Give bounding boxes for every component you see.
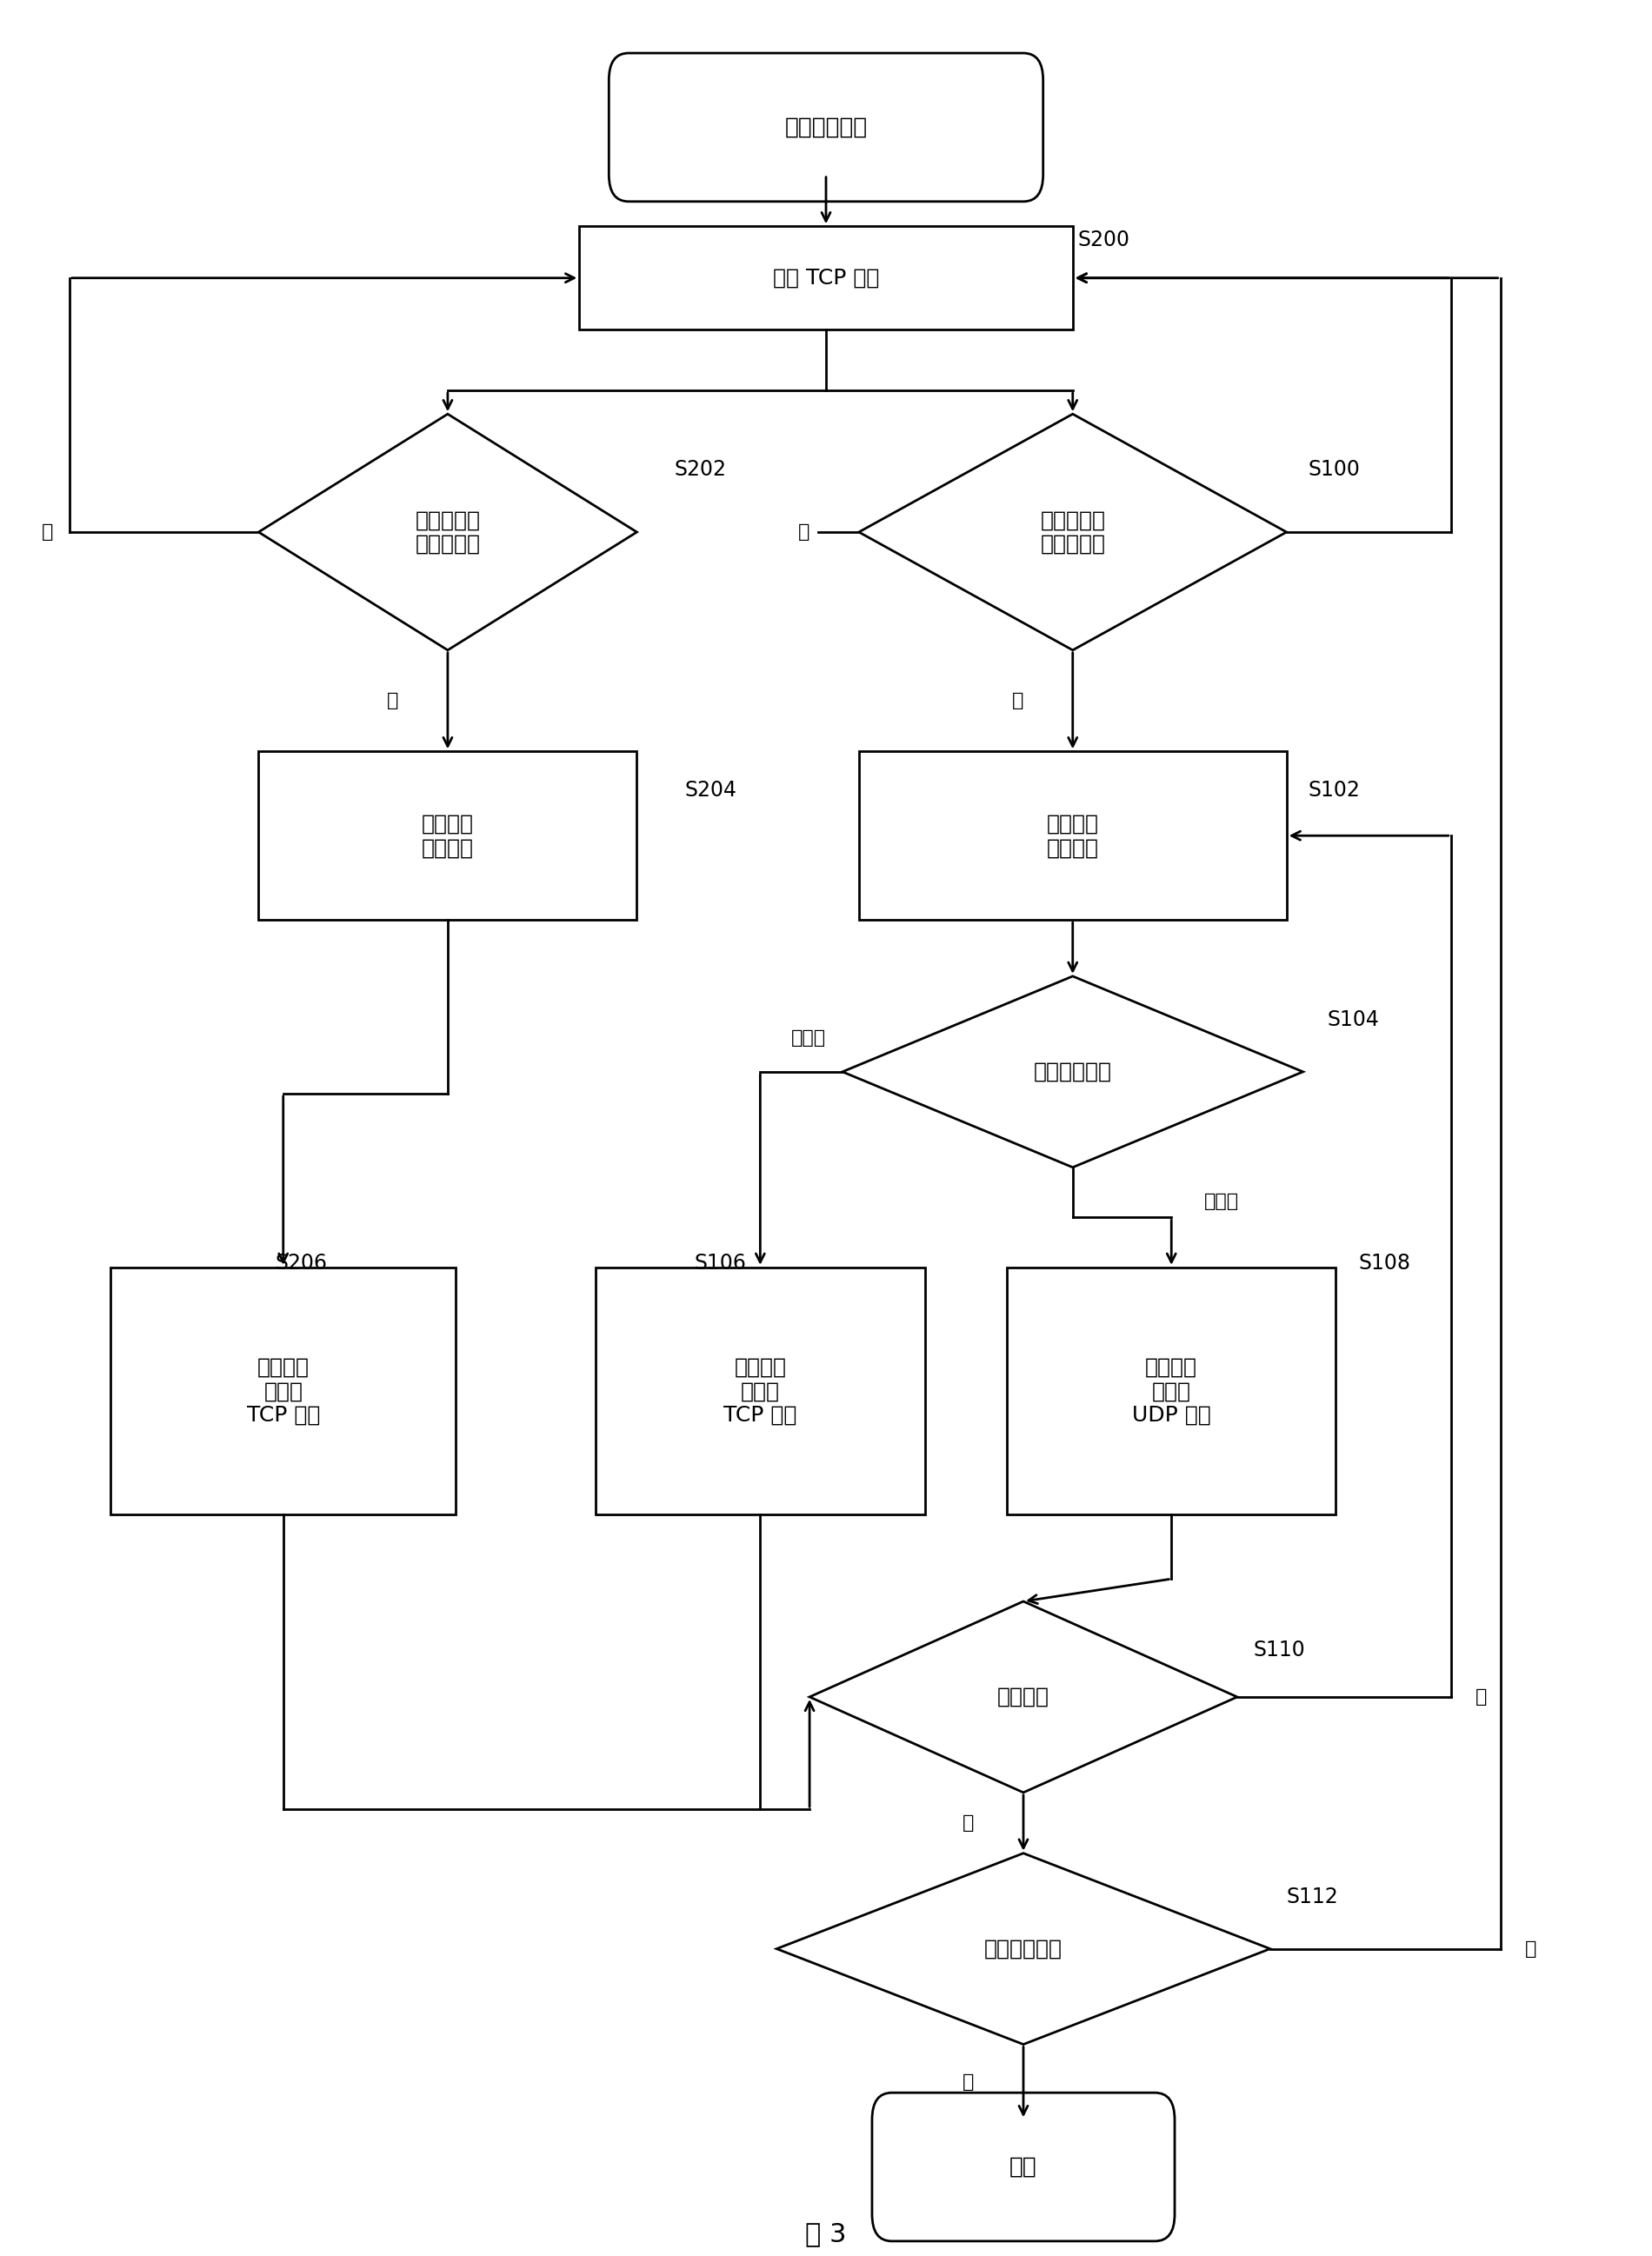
Text: 监控处理结束: 监控处理结束	[985, 1938, 1062, 1958]
FancyBboxPatch shape	[872, 2094, 1175, 2240]
Text: 传送结束: 传送结束	[998, 1687, 1049, 1708]
Text: S204: S204	[684, 781, 737, 801]
Text: S206: S206	[274, 1252, 327, 1272]
Polygon shape	[259, 415, 638, 650]
Text: 有: 有	[387, 693, 398, 708]
Text: 静态图像
数据的
TCP 传送: 静态图像 数据的 TCP 传送	[246, 1356, 320, 1426]
Text: 是: 是	[963, 2073, 975, 2091]
FancyBboxPatch shape	[610, 54, 1042, 201]
Text: 开始监控处理: 开始监控处理	[785, 115, 867, 138]
Text: 结束: 结束	[1009, 2157, 1037, 2179]
Text: 无: 无	[41, 523, 53, 541]
Text: 建立 TCP 连接: 建立 TCP 连接	[773, 268, 879, 289]
Text: S100: S100	[1308, 458, 1360, 481]
Bar	[580, 226, 1072, 329]
Text: S106: S106	[694, 1252, 747, 1272]
Bar	[111, 1268, 456, 1514]
Text: S200: S200	[1077, 230, 1130, 250]
Text: 变化检测信号: 变化检测信号	[1034, 1060, 1112, 1083]
Text: 是: 是	[963, 1814, 975, 1832]
Text: 否: 否	[1475, 1687, 1487, 1706]
Text: 图 3: 图 3	[806, 2222, 846, 2247]
Text: 无: 无	[798, 523, 809, 541]
Text: 有发送静态
图像的指令: 有发送静态 图像的指令	[415, 510, 481, 555]
Text: S102: S102	[1308, 781, 1360, 801]
Bar	[1008, 1268, 1336, 1514]
Text: 无变化: 无变化	[1204, 1193, 1239, 1209]
Text: S108: S108	[1360, 1252, 1411, 1272]
Polygon shape	[809, 1602, 1237, 1794]
Polygon shape	[843, 977, 1303, 1166]
Polygon shape	[859, 415, 1287, 650]
Bar	[859, 751, 1287, 920]
Text: S202: S202	[674, 458, 727, 481]
Text: S104: S104	[1328, 1011, 1379, 1031]
Text: 生成运动
图像数据: 生成运动 图像数据	[1047, 812, 1099, 857]
Text: S110: S110	[1254, 1640, 1305, 1660]
Text: 运动图像
数据的
TCP 传送: 运动图像 数据的 TCP 传送	[724, 1356, 796, 1426]
Text: 有: 有	[1011, 693, 1023, 708]
Text: 有变化: 有变化	[791, 1029, 826, 1047]
Text: 否: 否	[1525, 1940, 1536, 1958]
Bar	[259, 751, 638, 920]
Text: S112: S112	[1287, 1886, 1338, 1909]
Text: 运动图像
数据的
UDP 传送: 运动图像 数据的 UDP 传送	[1132, 1356, 1211, 1426]
Text: 有发送运动
图像的指令: 有发送运动 图像的指令	[1041, 510, 1105, 555]
Bar	[596, 1268, 925, 1514]
Polygon shape	[776, 1852, 1270, 2044]
Text: 生成静态
图像数据: 生成静态 图像数据	[421, 812, 474, 857]
